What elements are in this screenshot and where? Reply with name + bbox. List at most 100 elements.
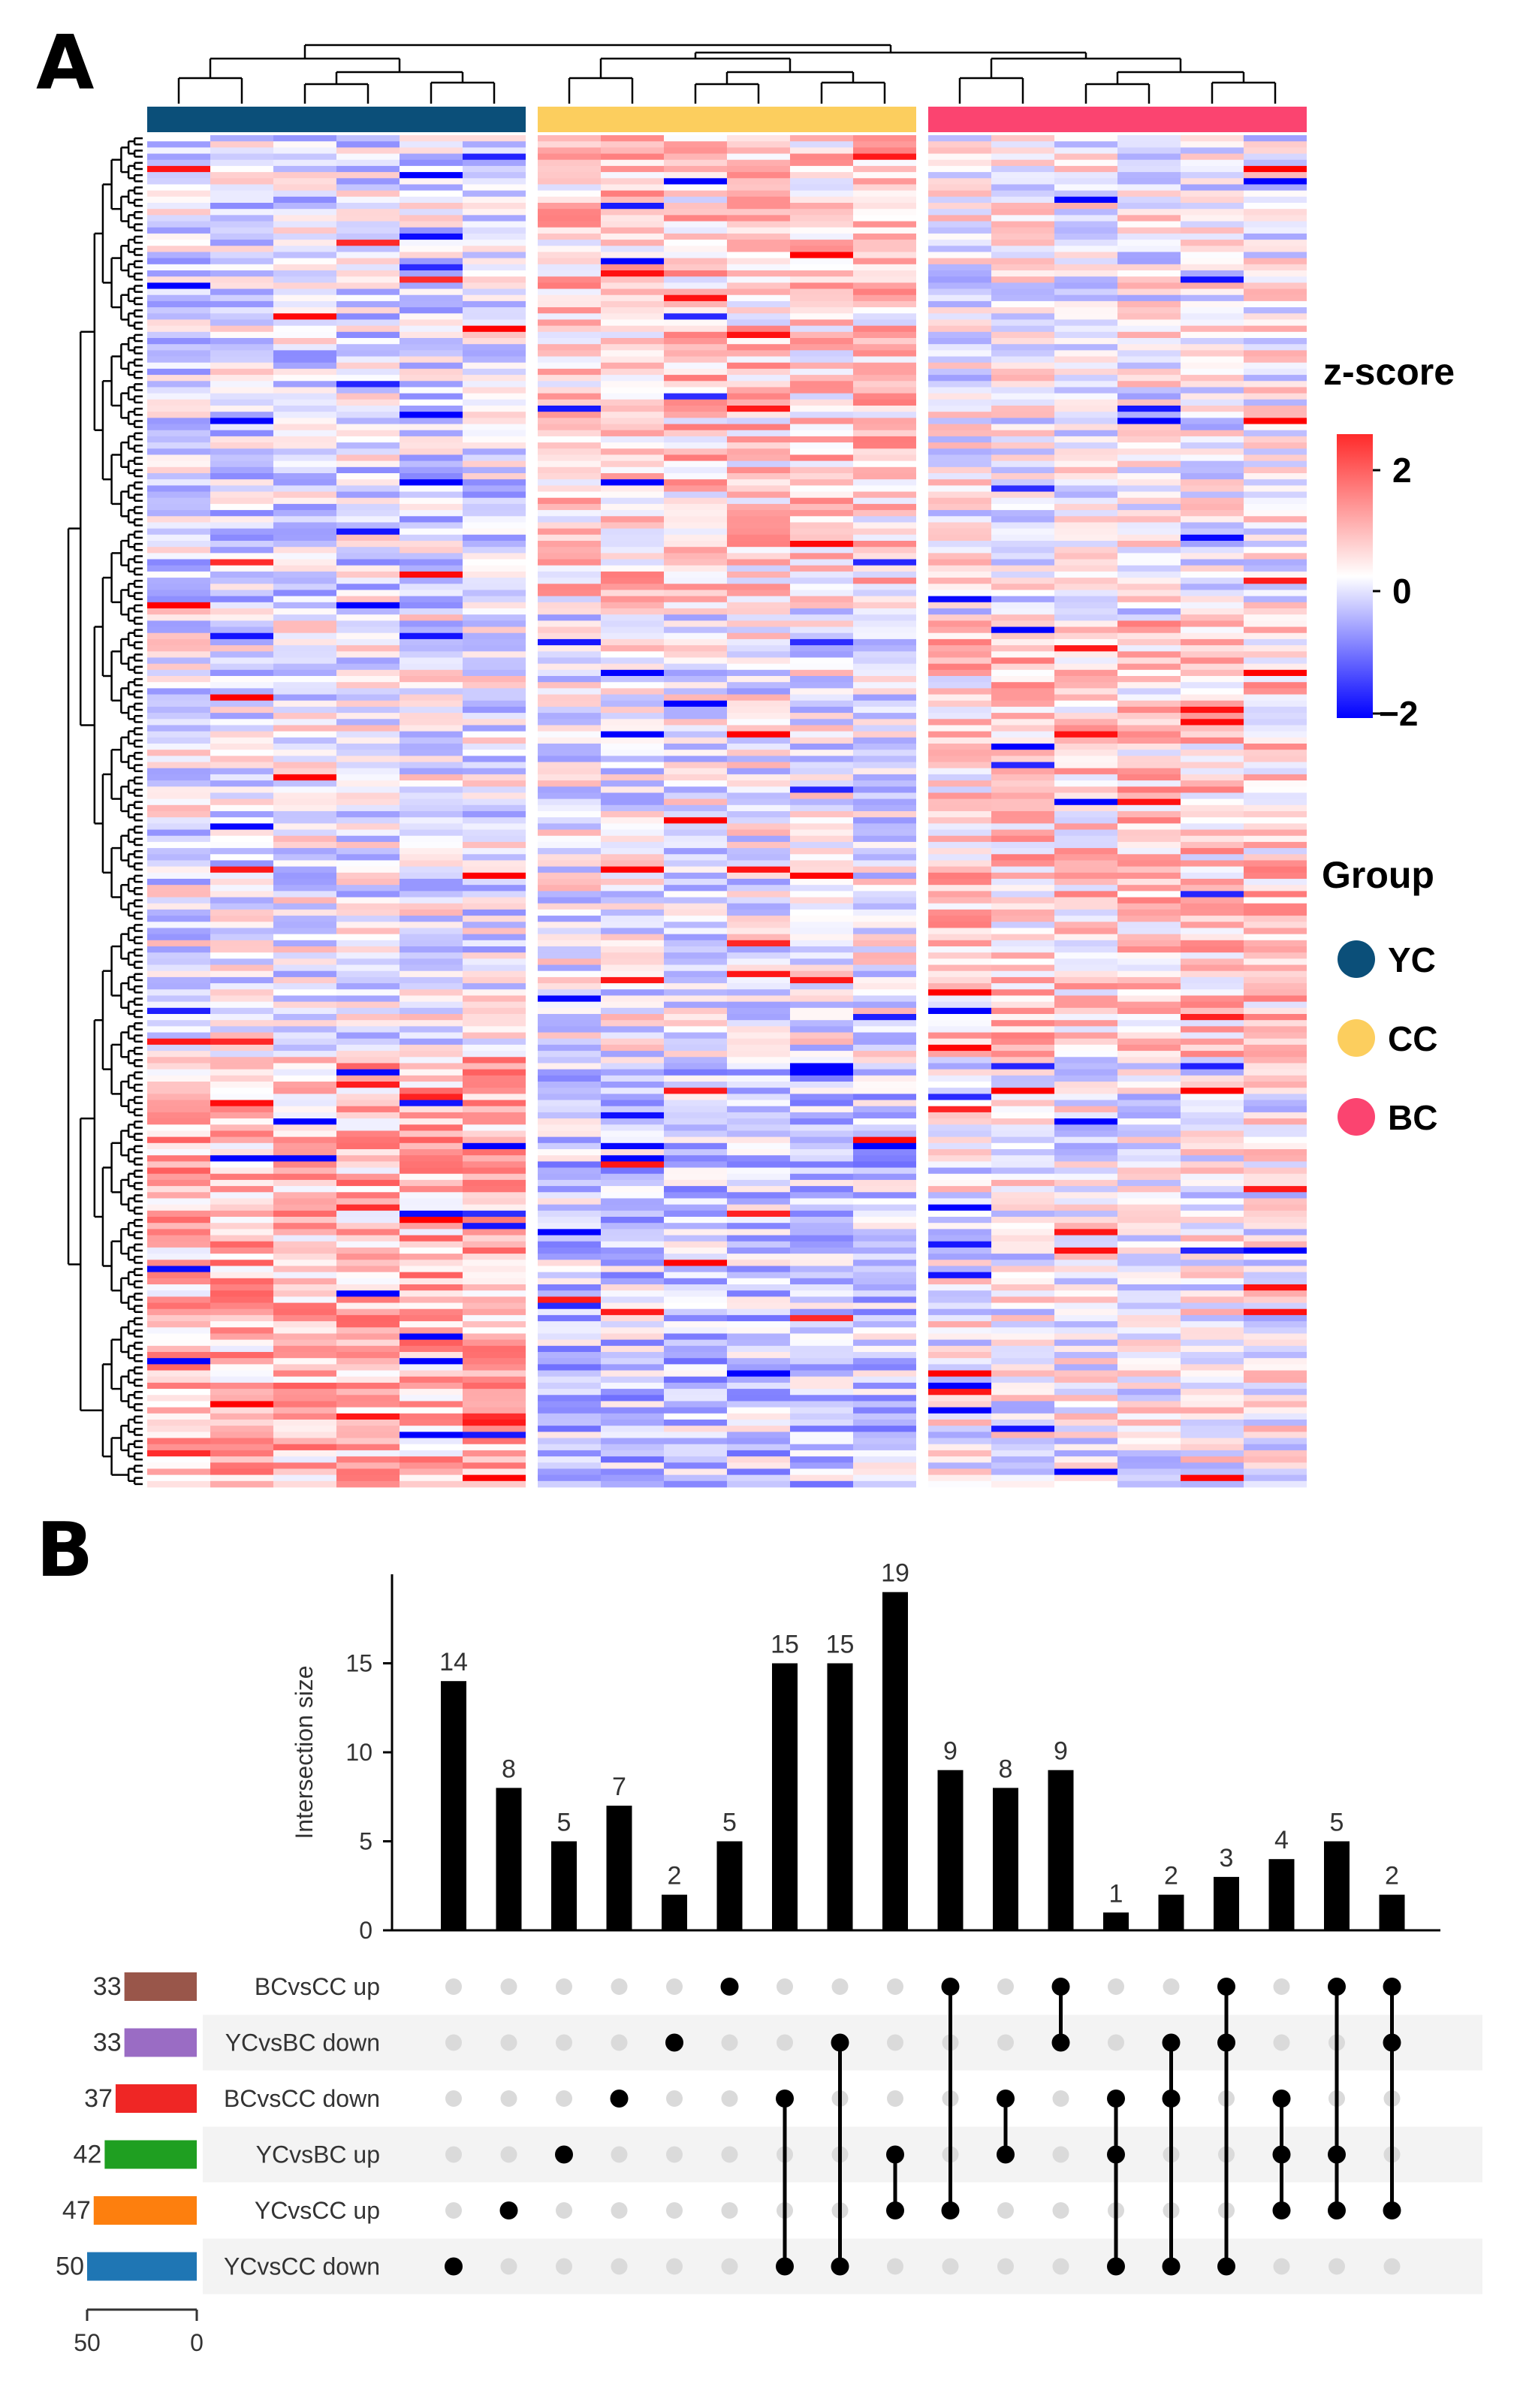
heatmap-cell (727, 989, 790, 996)
heatmap-cell (727, 1082, 790, 1088)
heatmap-cell (790, 454, 853, 462)
group-legend-title: Group (1322, 854, 1434, 896)
heatmap-cell (790, 399, 853, 406)
heatmap-cell (147, 976, 210, 984)
heatmap-cell (991, 780, 1054, 787)
heatmap-cell (601, 147, 664, 154)
heatmap-cell (400, 989, 463, 996)
heatmap-cell (1181, 1444, 1244, 1451)
heatmap-cell (664, 1314, 727, 1322)
heatmap-cell (210, 885, 273, 892)
heatmap-cell (336, 651, 400, 658)
heatmap-cell (991, 252, 1054, 259)
heatmap-cell (1244, 1426, 1307, 1432)
matrix-dot-filled (1272, 2201, 1291, 2219)
heatmap-cell (147, 768, 210, 775)
heatmap-cell (273, 1247, 336, 1254)
heatmap-cell (790, 1038, 853, 1046)
heatmap-cell (790, 1149, 853, 1156)
heatmap-cell (336, 1413, 400, 1420)
heatmap-cell (601, 1272, 664, 1279)
heatmap-cell (1054, 645, 1117, 652)
heatmap-column (147, 135, 210, 1488)
heatmap-cell (1244, 1358, 1307, 1365)
heatmap-cell (928, 1007, 991, 1015)
heatmap-cell (853, 1167, 916, 1175)
heatmap-cell (210, 246, 273, 252)
heatmap-cell (210, 1198, 273, 1206)
heatmap-cell (1244, 541, 1307, 548)
heatmap-cell (601, 669, 664, 677)
heatmap-cell (853, 344, 916, 351)
heatmap-cell (147, 418, 210, 424)
column-dendrogram (177, 44, 1277, 104)
heatmap-cell (210, 368, 273, 376)
heatmap-cell (664, 209, 727, 216)
heatmap-cell (1054, 1173, 1117, 1181)
heatmap-cell (538, 638, 601, 646)
heatmap-cell (336, 762, 400, 769)
heatmap-cell (1117, 1223, 1181, 1230)
heatmap-cell (336, 215, 400, 222)
heatmap-cell (664, 233, 727, 240)
heatmap-cell (790, 1235, 853, 1242)
heatmap-cell (790, 393, 853, 400)
heatmap-cell (601, 1462, 664, 1469)
heatmap-cell (1181, 989, 1244, 996)
heatmap-cell (400, 454, 463, 462)
heatmap-cell (1244, 903, 1307, 910)
heatmap-column (210, 135, 273, 1488)
heatmap-cell (664, 1149, 727, 1156)
heatmap-cell (664, 638, 727, 646)
heatmap-cell (1117, 491, 1181, 499)
heatmap-cell (928, 848, 991, 855)
heatmap-cell (147, 1192, 210, 1199)
heatmap-cell (147, 1217, 210, 1224)
heatmap-cell (928, 159, 991, 167)
heatmap-cell (210, 1161, 273, 1168)
heatmap-cell (1181, 1069, 1244, 1076)
heatmap-cell (853, 356, 916, 364)
heatmap-cell (463, 276, 526, 283)
heatmap-cell (1181, 903, 1244, 910)
heatmap-cell (727, 848, 790, 855)
heatmap-cell (147, 497, 210, 505)
heatmap-cell (336, 989, 400, 996)
heatmap-cell (1181, 1480, 1244, 1488)
set-size-value: 50 (56, 2253, 84, 2281)
heatmap-cell (1244, 762, 1307, 769)
bar-value-label: 2 (1385, 1862, 1399, 1890)
heatmap-cell (336, 368, 400, 376)
heatmap-cell (1117, 270, 1181, 277)
heatmap-cell (1054, 135, 1117, 142)
heatmap-cell (463, 596, 526, 603)
heatmap-cell (1244, 430, 1307, 437)
heatmap-cell (273, 1468, 336, 1476)
heatmap-cell (538, 841, 601, 849)
heatmap-cell (463, 1333, 526, 1341)
heatmap-cell (1181, 227, 1244, 234)
heatmap-cell (538, 350, 601, 357)
heatmap-cell (1054, 1333, 1117, 1341)
heatmap-cell (210, 141, 273, 148)
heatmap-cell (463, 1210, 526, 1218)
heatmap-cell (210, 1260, 273, 1266)
heatmap-cell (928, 190, 991, 198)
heatmap-cell (1244, 227, 1307, 234)
heatmap-cell (928, 1192, 991, 1199)
heatmap-cell (664, 172, 727, 179)
heatmap-cell (273, 1094, 336, 1100)
heatmap-cell (928, 406, 991, 412)
heatmap-cell (336, 1284, 400, 1291)
heatmap-cell (210, 1352, 273, 1359)
heatmap-cell (1054, 209, 1117, 216)
heatmap-cell (273, 1260, 336, 1266)
heatmap-cell (1117, 497, 1181, 505)
heatmap-cell (1244, 1124, 1307, 1131)
heatmap-cell (991, 1370, 1054, 1378)
heatmap-cell (601, 1082, 664, 1088)
heatmap-cell (1054, 682, 1117, 689)
heatmap-cell (463, 1254, 526, 1260)
heatmap-cell (210, 922, 273, 928)
